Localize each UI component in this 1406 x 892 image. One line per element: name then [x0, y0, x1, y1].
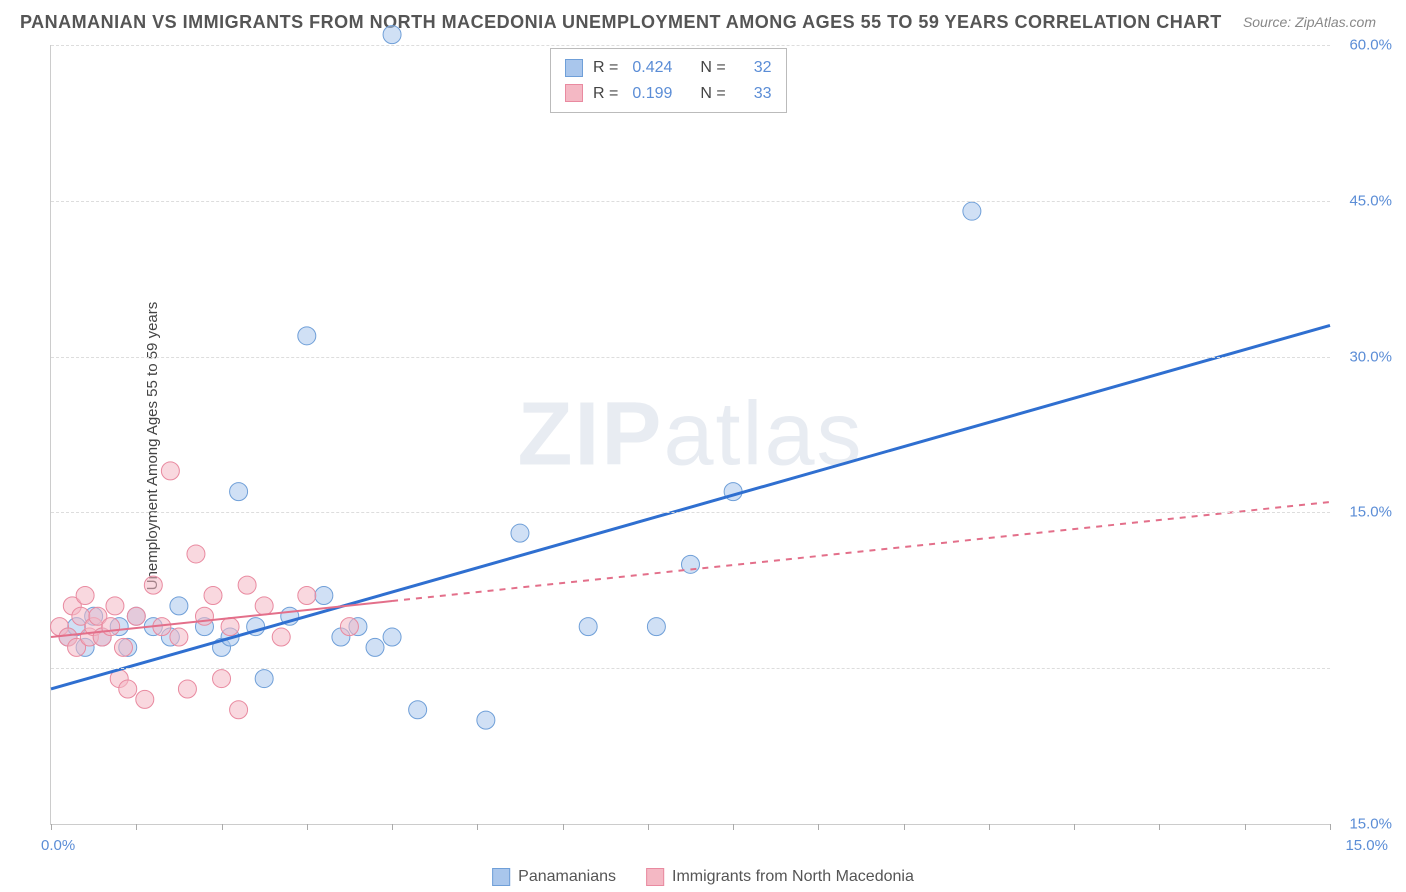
x-tick	[1074, 824, 1075, 830]
data-point	[315, 586, 333, 604]
data-point	[383, 628, 401, 646]
data-point	[383, 26, 401, 44]
y-tick-label: 60.0%	[1349, 37, 1392, 54]
data-point	[238, 576, 256, 594]
legend-label: Panamanians	[518, 868, 616, 886]
legend-r-value: 0.424	[632, 55, 672, 81]
y-tick-label: 30.0%	[1349, 348, 1392, 365]
data-point	[366, 638, 384, 656]
x-tick	[563, 824, 564, 830]
x-tick	[477, 824, 478, 830]
data-point	[76, 586, 94, 604]
data-point	[144, 576, 162, 594]
x-tick	[51, 824, 52, 830]
x-min-label: 0.0%	[41, 837, 75, 854]
legend-label: Immigrants from North Macedonia	[672, 868, 914, 886]
x-tick	[1245, 824, 1246, 830]
data-point	[170, 597, 188, 615]
legend-swatch	[565, 59, 583, 77]
legend-row: R = 0.424 N = 32	[565, 55, 772, 81]
legend-n-value: 33	[754, 81, 772, 107]
legend-r-label: R =	[593, 81, 618, 107]
data-point	[127, 607, 145, 625]
x-tick	[307, 824, 308, 830]
gridline-h	[51, 357, 1330, 358]
data-point	[102, 618, 120, 636]
legend-item: Immigrants from North Macedonia	[646, 868, 914, 886]
x-tick	[392, 824, 393, 830]
correlation-legend: R = 0.424 N = 32 R = 0.199 N = 33	[550, 48, 787, 113]
data-point	[477, 711, 495, 729]
legend-r-value: 0.199	[632, 81, 672, 107]
legend-n-label: N =	[700, 81, 725, 107]
data-point	[136, 690, 154, 708]
legend-row: R = 0.199 N = 33	[565, 81, 772, 107]
x-tick	[136, 824, 137, 830]
chart-svg	[51, 45, 1330, 824]
x-max-label: 15.0%	[1345, 837, 1388, 854]
data-point	[230, 483, 248, 501]
data-point	[579, 618, 597, 636]
trend-line	[51, 325, 1330, 689]
x-tick	[989, 824, 990, 830]
chart-title: PANAMANIAN VS IMMIGRANTS FROM NORTH MACE…	[20, 12, 1222, 33]
y-tick-label: 45.0%	[1349, 192, 1392, 209]
data-point	[230, 701, 248, 719]
legend-swatch	[565, 84, 583, 102]
legend-n-value: 32	[754, 55, 772, 81]
data-point	[963, 202, 981, 220]
legend-swatch	[492, 868, 510, 886]
x-tick	[648, 824, 649, 830]
data-point	[221, 618, 239, 636]
data-point	[195, 607, 213, 625]
legend-swatch	[646, 868, 664, 886]
data-point	[161, 462, 179, 480]
x-tick	[1159, 824, 1160, 830]
data-point	[272, 628, 290, 646]
legend-item: Panamanians	[492, 868, 616, 886]
data-point	[106, 597, 124, 615]
data-point	[170, 628, 188, 646]
data-point	[647, 618, 665, 636]
data-point	[298, 586, 316, 604]
data-point	[114, 638, 132, 656]
x-tick	[733, 824, 734, 830]
legend-r-label: R =	[593, 55, 618, 81]
data-point	[178, 680, 196, 698]
gridline-h	[51, 201, 1330, 202]
gridline-h	[51, 45, 1330, 46]
data-point	[511, 524, 529, 542]
y-tick-label: 15.0%	[1349, 504, 1392, 521]
data-point	[298, 327, 316, 345]
data-point	[255, 597, 273, 615]
gridline-h	[51, 512, 1330, 513]
data-point	[119, 680, 137, 698]
x-tick	[904, 824, 905, 830]
source-label: Source: ZipAtlas.com	[1243, 14, 1376, 30]
data-point	[213, 670, 231, 688]
gridline-h	[51, 668, 1330, 669]
series-legend: Panamanians Immigrants from North Macedon…	[492, 868, 914, 886]
x-tick	[222, 824, 223, 830]
data-point	[409, 701, 427, 719]
plot-area: ZIPatlas 0.0% 15.0% 15.0%15.0%30.0%45.0%…	[50, 45, 1330, 825]
data-point	[187, 545, 205, 563]
data-point	[340, 618, 358, 636]
x-tick	[818, 824, 819, 830]
legend-n-label: N =	[700, 55, 725, 81]
data-point	[255, 670, 273, 688]
y-tick-label: 15.0%	[1349, 816, 1392, 833]
x-tick	[1330, 824, 1331, 830]
data-point	[204, 586, 222, 604]
